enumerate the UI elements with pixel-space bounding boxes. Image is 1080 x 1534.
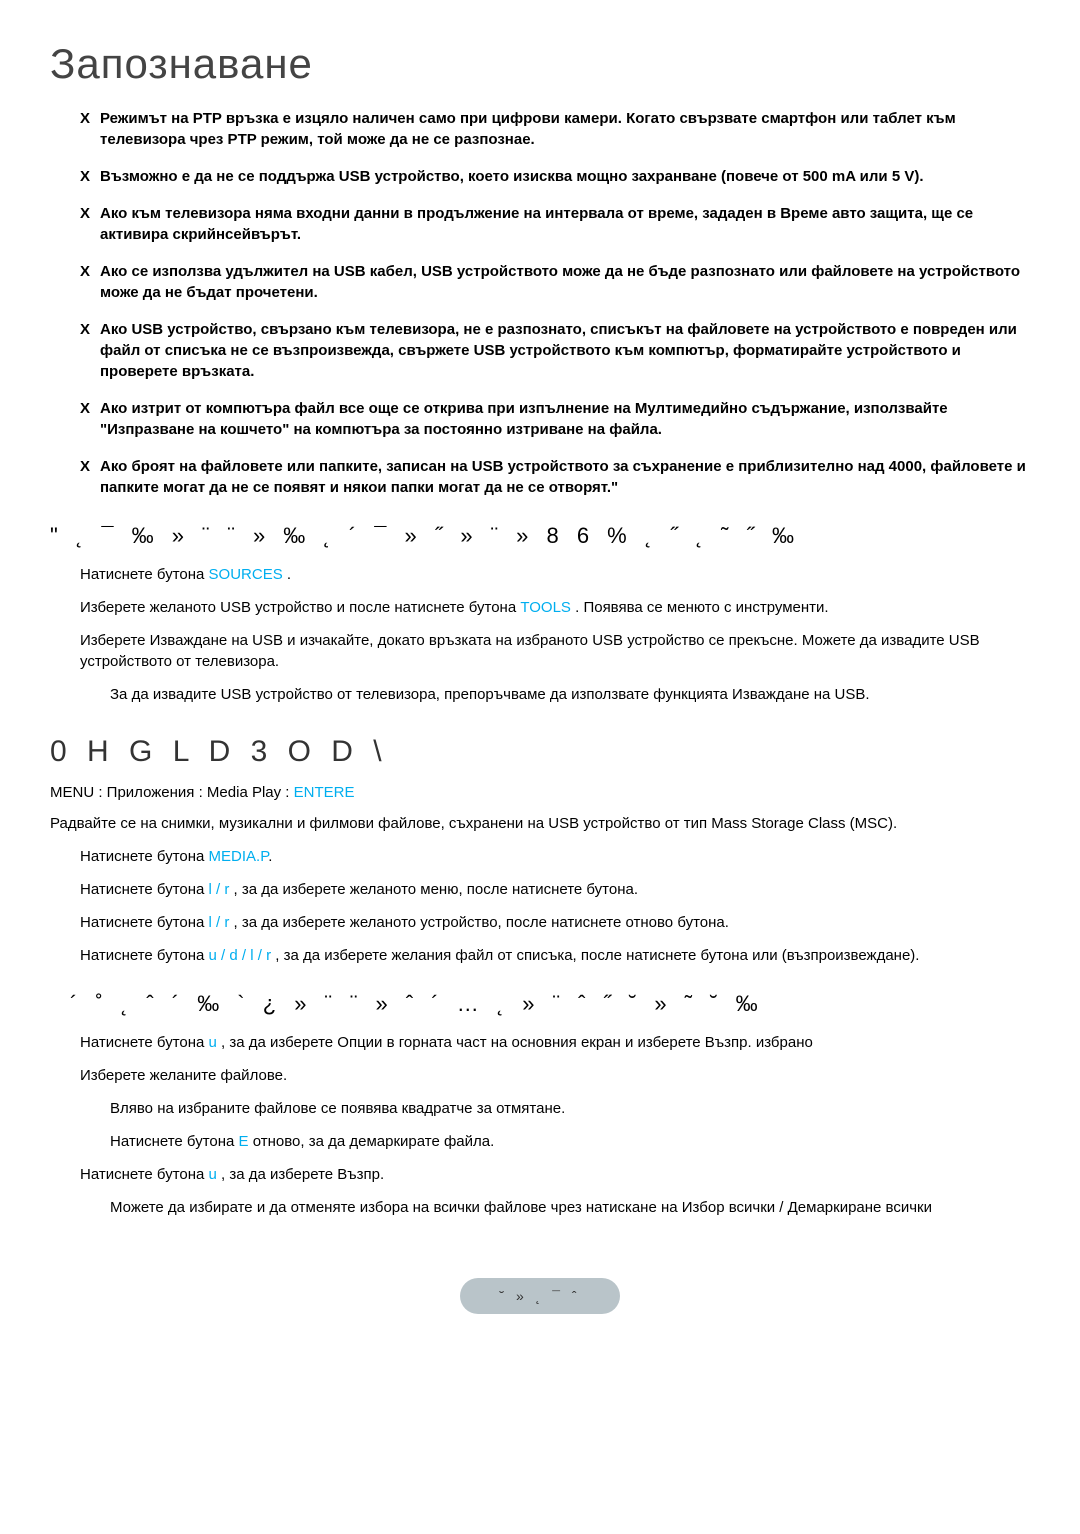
step-text: Натиснете бутона SOURCES .	[80, 564, 1030, 585]
garbled-heading-2: ´ ˚ ˛ ˆ ´ ‰ ` ¿ » ¨ ¨ » ˆ ´ … ˛ » ¨ ˆ ˝ …	[50, 991, 1030, 1017]
step-text: Изберете Изваждане на USB и изчакайте, д…	[80, 630, 1030, 672]
note-item: Възможно е да не се поддържа USB устройс…	[80, 166, 1030, 187]
disconnect-steps: Натиснете бутона SOURCES . Изберете жела…	[50, 564, 1030, 672]
arrow-label: l / r	[209, 914, 230, 931]
play-substeps: Вляво на избраните файлове се появява кв…	[50, 1098, 1030, 1152]
note-item: Ако изтрит от компютъра файл все още се …	[80, 398, 1030, 440]
step-text: Натиснете бутона u , за да изберете Опци…	[80, 1032, 1030, 1053]
text: , за да изберете Възпр.	[217, 1166, 384, 1183]
notes-list: Режимът на PTP връзка е изцяло наличен с…	[50, 108, 1030, 498]
menu-path: MENU : Приложения : Media Play : ENTERE	[50, 784, 1030, 801]
note-item: Режимът на PTP връзка е изцяло наличен с…	[80, 108, 1030, 150]
enter-label: ENTERE	[294, 784, 355, 801]
text: Натиснете бутона	[80, 914, 209, 931]
text: отново, за да демаркирате файла.	[249, 1133, 495, 1150]
text: .	[283, 566, 291, 583]
step-text: Натиснете бутона MEDIA.P.	[80, 846, 1030, 867]
step-text: Изберете желаното USB устройство и после…	[80, 597, 1030, 618]
tools-label: TOOLS	[520, 599, 571, 616]
up-label: u	[209, 1166, 217, 1183]
step-text: За да извадите USB устройство от телевиз…	[110, 684, 1030, 705]
step-text: Вляво на избраните файлове се появява кв…	[110, 1098, 1030, 1119]
sources-label: SOURCES	[209, 566, 283, 583]
text: Изберете желаното USB устройство и после…	[80, 599, 520, 616]
text: , за да изберете желаното устройство, по…	[229, 914, 729, 931]
text: . Появява се менюто с инструменти.	[571, 599, 829, 616]
play-steps: Натиснете бутона u , за да изберете Опци…	[50, 1032, 1030, 1086]
note-item: Ако към телевизора няма входни данни в п…	[80, 203, 1030, 245]
text: , за да изберете желаното меню, после на…	[229, 881, 638, 898]
text: Натиснете бутона	[80, 881, 209, 898]
page-title: Запознаване	[50, 40, 1030, 88]
text: Натиснете бутона	[80, 1034, 209, 1051]
step-text: Натиснете бутона u / d / l / r , за да и…	[80, 945, 1030, 966]
text: Натиснете бутона	[80, 848, 209, 865]
garbled-heading-1: " ˛ ¯ ‰ » ¨ ¨ » ‰ ˛ ´ ¯ » ˝ » ¨ » 8 6 % …	[50, 523, 1030, 549]
text: Натиснете бутона	[80, 1166, 209, 1183]
note-item: Ако броят на файловете или папките, запи…	[80, 456, 1030, 498]
disconnect-note: За да извадите USB устройство от телевиз…	[50, 684, 1030, 705]
step-text: Натиснете бутона E отново, за да демарки…	[110, 1131, 1030, 1152]
text: , за да изберете Опции в горната част на…	[217, 1034, 813, 1051]
arrow-label: l / r	[209, 881, 230, 898]
description: Радвайте се на снимки, музикални и филмо…	[50, 813, 1030, 834]
media-steps: Натиснете бутона MEDIA.P. Натиснете буто…	[50, 846, 1030, 966]
text: Натиснете бутона	[80, 947, 209, 964]
step-text: Натиснете бутона l / r , за да изберете …	[80, 879, 1030, 900]
menu-label: MENU	[50, 784, 94, 801]
note-item: Ако се използва удължител на USB кабел, …	[80, 261, 1030, 303]
step-text: Натиснете бутона u , за да изберете Възп…	[80, 1164, 1030, 1185]
text: , за да изберете желания файл от списъка…	[271, 947, 919, 964]
e-label: E	[239, 1133, 249, 1150]
arrow-label: u / d / l / r	[209, 947, 272, 964]
page-badge: ˘ » ˛ ¯ ˆ	[460, 1278, 620, 1314]
note-item: Ако USB устройство, свързано към телевиз…	[80, 319, 1030, 382]
section-title: 0 H G L D 3 O D \	[50, 735, 1030, 769]
up-label: u	[209, 1034, 217, 1051]
step-text: Натиснете бутона l / r , за да изберете …	[80, 912, 1030, 933]
mediap-label: MEDIA.P	[209, 848, 269, 865]
text: : Приложения : Media Play :	[94, 784, 293, 801]
step-text: Можете да избирате и да отменяте избора …	[110, 1197, 1030, 1218]
text: Натиснете бутона	[110, 1133, 239, 1150]
text: Натиснете бутона	[80, 566, 209, 583]
play-steps-2: Натиснете бутона u , за да изберете Възп…	[50, 1164, 1030, 1185]
step-text: Изберете желаните файлове.	[80, 1065, 1030, 1086]
play-note: Можете да избирате и да отменяте избора …	[50, 1197, 1030, 1218]
text: .	[268, 848, 272, 865]
